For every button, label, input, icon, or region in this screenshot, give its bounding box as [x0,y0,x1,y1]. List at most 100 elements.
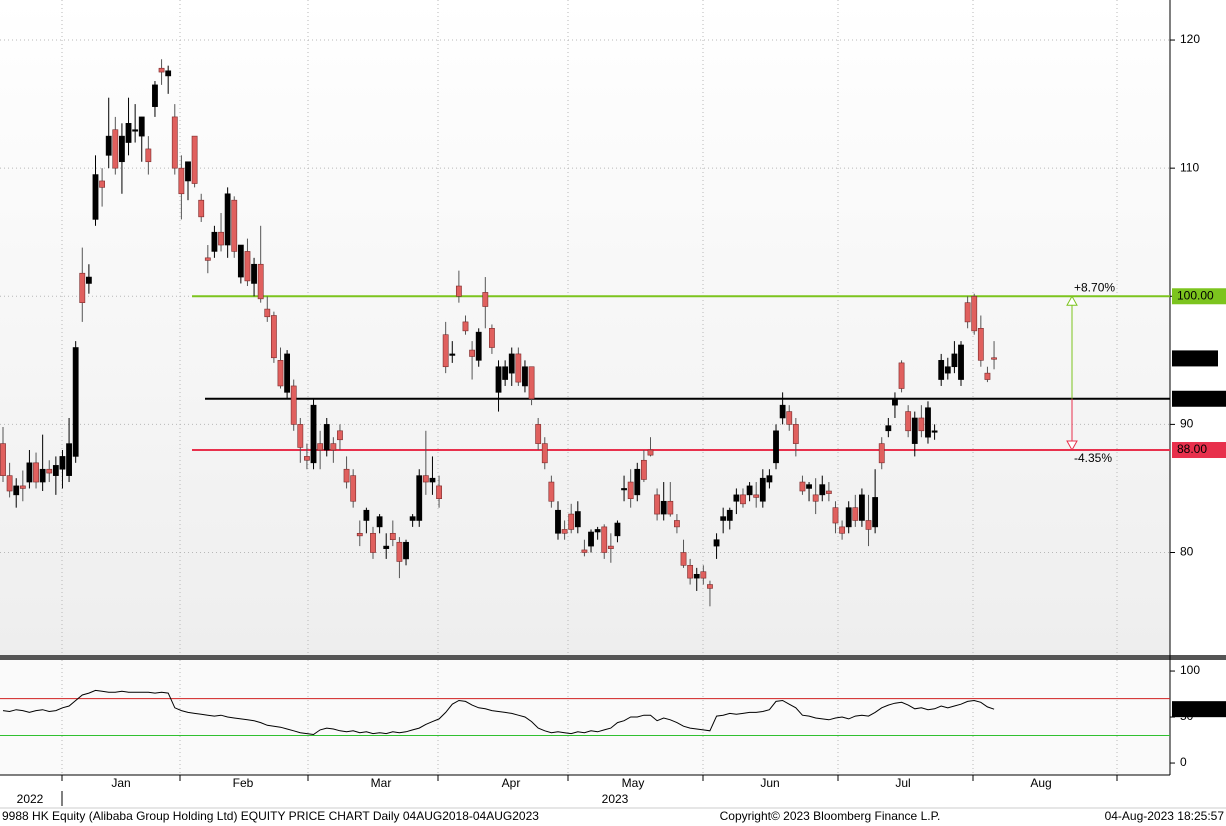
candle-body [773,430,779,464]
candle-body [720,516,727,521]
candle-body [257,263,264,300]
candle-body [839,526,845,534]
candle-body [132,129,139,132]
candle-body [522,366,528,387]
candle-body [588,531,594,547]
candle-body [905,411,912,432]
candle-body [350,475,357,502]
candle-body [621,488,627,491]
y-tick-label: 90 [1180,417,1194,431]
candle-body [918,417,925,432]
candle-body [713,539,720,547]
level-label: 88.00 [1177,442,1207,456]
candle-body [105,135,112,156]
candle-body [218,231,224,246]
candle-body [786,411,793,425]
candle-body [627,481,634,499]
candle-body [125,123,132,143]
candle-body [674,520,680,528]
candle-body [885,425,892,432]
candle-body [740,494,746,505]
level-box [1172,390,1226,407]
candle-body [859,494,865,521]
candle-body [687,565,694,579]
candle-body [607,545,614,549]
candle-body [561,529,568,534]
candle-body [19,485,26,489]
candle-body [938,360,945,380]
candle-body [872,497,879,528]
candle-body [337,430,343,441]
candle-body [991,357,997,360]
candle-body [39,468,46,483]
candle-body [59,456,66,470]
month-label: Apr [502,776,521,790]
candle-body [495,366,502,393]
candle-body [634,468,641,496]
candle-body [925,407,931,438]
candle-body [112,129,119,169]
candle-body [145,148,152,163]
candle-body [812,494,819,502]
candle-body [746,485,753,496]
level-label: 92.00 [1177,391,1207,405]
month-label: Aug [1030,776,1051,790]
candle-body [191,135,198,184]
candle-body [693,573,700,579]
candle-body [931,430,938,433]
candle-body [244,251,251,282]
candle-body [416,475,423,521]
candle-body [475,331,482,361]
candle-body [700,571,707,579]
candle-body [92,174,99,220]
candle-body [6,475,13,492]
candle-body [964,302,971,323]
candle-body [389,532,396,540]
candle-body [370,532,376,553]
candle-body [165,70,172,77]
level-label: 100.00 [1177,288,1214,302]
candle-body [482,292,489,307]
candle-body [79,272,86,303]
candle-body [799,481,806,492]
rsi-tick-label: 100 [1180,663,1200,677]
candle-body [99,180,106,188]
candle-body [304,456,310,461]
candle-body [548,481,555,502]
candle-body [231,199,238,252]
candle-body [865,520,872,530]
candle-body [555,509,561,534]
last-price-label: 95.15 [1177,351,1207,365]
footer-right: 04-Aug-2023 18:25:57 [1105,809,1225,823]
candle-body [489,328,495,348]
candle-body [640,459,647,480]
rsi-panel [0,660,1170,775]
candle-body [66,443,72,476]
candle-body [601,526,608,553]
candle-body [152,84,158,107]
candle-body [594,529,601,533]
candle-body [376,516,383,528]
footer-center: Copyright© 2023 Bloomberg Finance L.P. [720,809,941,823]
candle-body [171,116,178,169]
candle-body [455,285,462,297]
candle-body [211,231,218,252]
candle-body [0,443,6,476]
candle-body [264,308,271,318]
candle-body [277,360,284,387]
candle-body [13,485,20,496]
month-label: Mar [371,776,392,790]
rsi-last-label: 58.5565 [1175,701,1219,715]
y-tick-label: 110 [1180,160,1199,174]
candle-body [779,404,786,419]
candle-body [158,67,165,73]
candle-body [528,366,535,400]
level-box [1172,442,1226,459]
y-tick-label: 80 [1180,545,1194,559]
candle-body [442,334,449,368]
candle-body [436,485,442,499]
candle-body [654,494,660,515]
candle-body [581,549,588,553]
candle-body [535,424,542,444]
candle-body [806,484,812,489]
